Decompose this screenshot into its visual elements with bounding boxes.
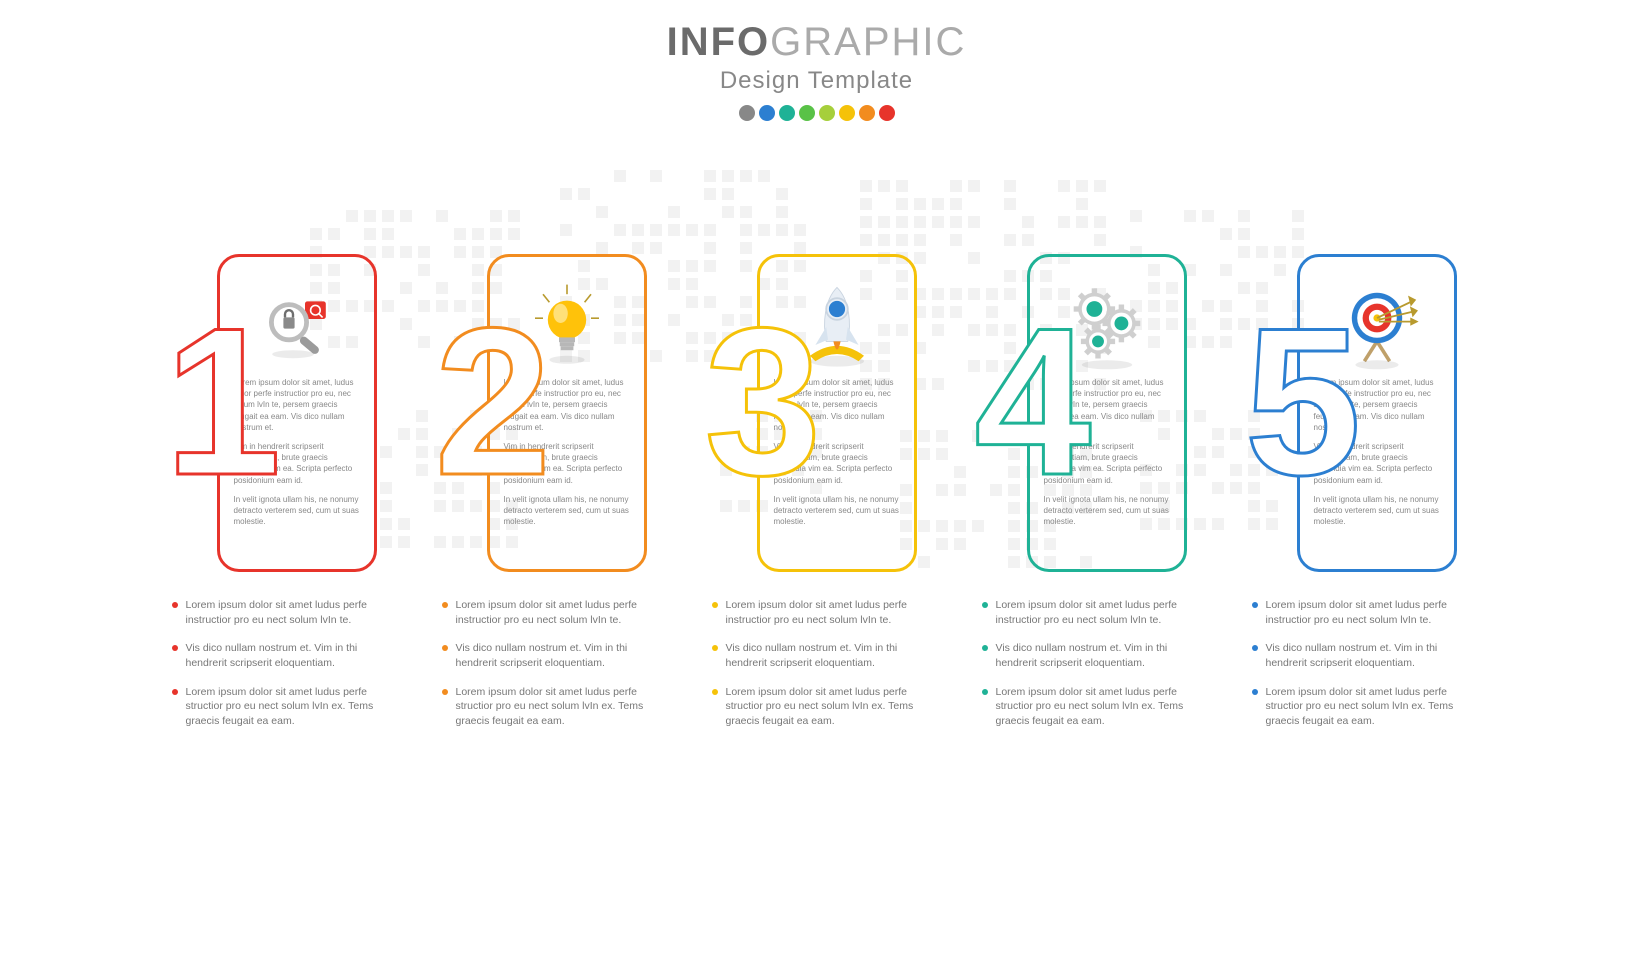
step-number: 2 bbox=[435, 297, 544, 507]
step: 5 Lorem ipsum dolor sit amet, ludus dolo… bbox=[1242, 254, 1472, 743]
header-dot bbox=[819, 105, 835, 121]
title-light: GRAPHIC bbox=[770, 20, 966, 64]
header-dot bbox=[779, 105, 795, 121]
step-bullets: Lorem ipsum dolor sit amet ludus perfe i… bbox=[432, 598, 662, 729]
bullet-item: Lorem ipsum dolor sit amet ludus perfe s… bbox=[712, 685, 927, 729]
header-dot bbox=[859, 105, 875, 121]
bullet-item: Lorem ipsum dolor sit amet ludus perfe i… bbox=[1252, 598, 1467, 627]
step-bullets: Lorem ipsum dolor sit amet ludus perfe i… bbox=[162, 598, 392, 729]
header-dot bbox=[739, 105, 755, 121]
bullet-item: Lorem ipsum dolor sit amet ludus perfe s… bbox=[172, 685, 387, 729]
color-dots bbox=[0, 105, 1633, 121]
title-bold: INFO bbox=[667, 20, 771, 64]
step-bullets: Lorem ipsum dolor sit amet ludus perfe i… bbox=[702, 598, 932, 729]
step-card: 4 Lorem ipsum dolor sit amet, ludus dolo… bbox=[1027, 254, 1187, 572]
step-bullets: Lorem ipsum dolor sit amet ludus perfe i… bbox=[1242, 598, 1472, 729]
bullet-item: Lorem ipsum dolor sit amet ludus perfe s… bbox=[982, 685, 1197, 729]
header-dot bbox=[839, 105, 855, 121]
step: 1 Lorem ipsum dolor sit amet, ludus dolo… bbox=[162, 254, 392, 743]
step-number: 5 bbox=[1245, 297, 1354, 507]
step-card: 3 Lorem ipsum dolor sit amet, ludus dolo… bbox=[757, 254, 917, 572]
bullet-item: Lorem ipsum dolor sit amet ludus perfe s… bbox=[1252, 685, 1467, 729]
header: INFOGRAPHIC Design Template bbox=[0, 0, 1633, 121]
header-dot bbox=[799, 105, 815, 121]
bullet-item: Lorem ipsum dolor sit amet ludus perfe i… bbox=[712, 598, 927, 627]
subtitle: Design Template bbox=[0, 67, 1633, 95]
bullet-item: Vis dico nullam nostrum et. Vim in thi h… bbox=[1252, 641, 1467, 670]
step-bullets: Lorem ipsum dolor sit amet ludus perfe i… bbox=[972, 598, 1202, 729]
step: 3 Lorem ipsum dolor sit amet, ludus dolo… bbox=[702, 254, 932, 743]
step: 2 Lorem ipsum dolor sit amet, ludus dolo… bbox=[432, 254, 662, 743]
bullet-item: Lorem ipsum dolor sit amet ludus perfe i… bbox=[982, 598, 1197, 627]
bullet-item: Vis dico nullam nostrum et. Vim in thi h… bbox=[172, 641, 387, 670]
header-dot bbox=[879, 105, 895, 121]
bullet-item: Lorem ipsum dolor sit amet ludus perfe i… bbox=[172, 598, 387, 627]
step-card: 1 Lorem ipsum dolor sit amet, ludus dolo… bbox=[217, 254, 377, 572]
step-number: 3 bbox=[705, 297, 814, 507]
step: 4 Lorem ipsum dolor sit amet, ludus dolo… bbox=[972, 254, 1202, 743]
bullet-item: Lorem ipsum dolor sit amet ludus perfe s… bbox=[442, 685, 657, 729]
main-title: INFOGRAPHIC bbox=[0, 20, 1633, 65]
steps-row: 1 Lorem ipsum dolor sit amet, ludus dolo… bbox=[0, 254, 1633, 743]
step-number: 4 bbox=[975, 297, 1084, 507]
bullet-item: Vis dico nullam nostrum et. Vim in thi h… bbox=[442, 641, 657, 670]
header-dot bbox=[759, 105, 775, 121]
step-card: 2 Lorem ipsum dolor sit amet, ludus dolo… bbox=[487, 254, 647, 572]
bullet-item: Vis dico nullam nostrum et. Vim in thi h… bbox=[982, 641, 1197, 670]
bullet-item: Vis dico nullam nostrum et. Vim in thi h… bbox=[712, 641, 927, 670]
step-card: 5 Lorem ipsum dolor sit amet, ludus dolo… bbox=[1297, 254, 1457, 572]
bullet-item: Lorem ipsum dolor sit amet ludus perfe i… bbox=[442, 598, 657, 627]
step-number: 1 bbox=[165, 297, 274, 507]
